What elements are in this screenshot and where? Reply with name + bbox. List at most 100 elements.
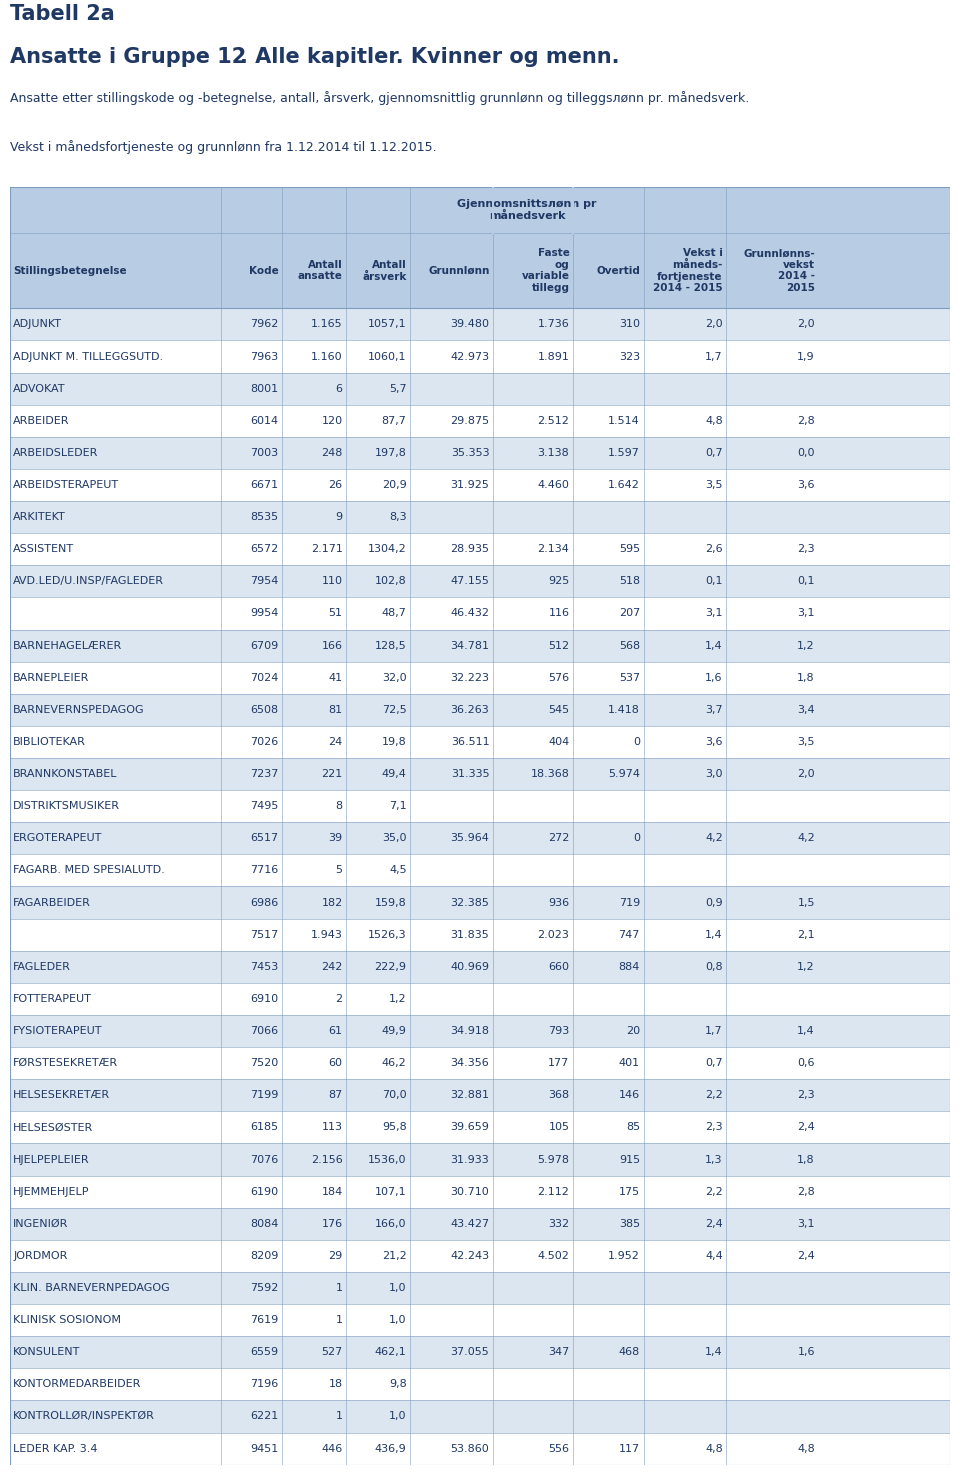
Bar — [10, 823, 950, 854]
Bar — [10, 1016, 950, 1047]
Text: FØRSTESEKRETÆR: FØRSTESEKRETÆR — [13, 1058, 118, 1069]
Bar — [10, 1369, 950, 1400]
Text: 6221: 6221 — [251, 1412, 278, 1422]
Bar — [10, 1239, 950, 1272]
Text: 2.156: 2.156 — [311, 1154, 343, 1164]
Text: 35.353: 35.353 — [451, 447, 490, 458]
Text: 1.165: 1.165 — [311, 319, 343, 330]
Bar — [10, 372, 950, 405]
Text: 556: 556 — [548, 1444, 569, 1453]
Text: 184: 184 — [322, 1186, 343, 1197]
Text: KONTORMEDARBEIDER: KONTORMEDARBEIDER — [13, 1379, 142, 1390]
Bar — [10, 437, 950, 470]
Text: 2,3: 2,3 — [705, 1122, 723, 1132]
Text: 6671: 6671 — [251, 480, 278, 490]
Text: 6709: 6709 — [251, 640, 278, 651]
Text: 85: 85 — [626, 1122, 640, 1132]
Text: 7962: 7962 — [251, 319, 278, 330]
Text: 2,3: 2,3 — [798, 545, 815, 555]
Text: 42.243: 42.243 — [450, 1251, 490, 1262]
Text: 3,1: 3,1 — [798, 1219, 815, 1229]
Text: 175: 175 — [619, 1186, 640, 1197]
Text: ASSISTENT: ASSISTENT — [13, 545, 75, 555]
Text: LEDER KAP. 3.4: LEDER KAP. 3.4 — [13, 1444, 98, 1453]
Text: 2,4: 2,4 — [705, 1219, 723, 1229]
Text: 7026: 7026 — [251, 737, 278, 746]
Text: 60: 60 — [328, 1058, 343, 1069]
Text: 32.385: 32.385 — [450, 898, 490, 908]
Text: ADJUNKT: ADJUNKT — [13, 319, 62, 330]
Text: 95,8: 95,8 — [382, 1122, 407, 1132]
Text: 20,9: 20,9 — [382, 480, 407, 490]
Text: Stillingsbetegnelse: Stillingsbetegnelse — [13, 266, 127, 275]
Text: 6: 6 — [336, 384, 343, 393]
Bar — [10, 726, 950, 758]
Text: 120: 120 — [322, 415, 343, 425]
Text: 8084: 8084 — [251, 1219, 278, 1229]
Text: 272: 272 — [548, 833, 569, 843]
Bar — [10, 1176, 950, 1207]
Text: 29.875: 29.875 — [450, 415, 490, 425]
Text: 31.925: 31.925 — [450, 480, 490, 490]
Bar — [10, 1272, 950, 1304]
Text: ERGOTERAPEUT: ERGOTERAPEUT — [13, 833, 103, 843]
Text: BARNEPLEIER: BARNEPLEIER — [13, 673, 89, 683]
Text: KLIN. BARNEVERNPEDAGOG: KLIN. BARNEVERNPEDAGOG — [13, 1284, 170, 1292]
Text: 6559: 6559 — [251, 1347, 278, 1357]
Text: 49,4: 49,4 — [382, 768, 407, 779]
Text: 6572: 6572 — [251, 545, 278, 555]
Bar — [10, 1047, 950, 1079]
Bar — [10, 1432, 950, 1465]
Text: 117: 117 — [619, 1444, 640, 1453]
Text: FOTTERAPEUT: FOTTERAPEUT — [13, 994, 92, 1004]
Bar — [10, 693, 950, 726]
Text: 46,2: 46,2 — [382, 1058, 407, 1069]
Bar — [10, 533, 950, 565]
Text: ADVOKAT: ADVOKAT — [13, 384, 66, 393]
Text: HELSESØSTER: HELSESØSTER — [13, 1122, 94, 1132]
Text: 113: 113 — [322, 1122, 343, 1132]
Text: 1,0: 1,0 — [389, 1412, 407, 1422]
Bar — [10, 565, 950, 598]
Text: 518: 518 — [619, 577, 640, 586]
Text: 7453: 7453 — [251, 961, 278, 972]
Text: 19,8: 19,8 — [382, 737, 407, 746]
Text: 222,9: 222,9 — [374, 961, 407, 972]
Text: 5: 5 — [336, 866, 343, 876]
Text: 105: 105 — [548, 1122, 569, 1132]
Text: Vekst i månedsfortjeneste og grunnlønn fra 1.12.2014 til 1.12.2015.: Vekst i månedsfortjeneste og grunnlønn f… — [10, 140, 436, 153]
Text: 1.514: 1.514 — [609, 415, 640, 425]
Text: 8535: 8535 — [251, 512, 278, 523]
Text: 36.511: 36.511 — [451, 737, 490, 746]
Text: 39.480: 39.480 — [450, 319, 490, 330]
Text: 1.160: 1.160 — [311, 352, 343, 362]
Text: DISTRIKTSMUSIKER: DISTRIKTSMUSIKER — [13, 801, 120, 811]
Text: 719: 719 — [618, 898, 640, 908]
Text: 660: 660 — [548, 961, 569, 972]
Text: Overtid: Overtid — [596, 266, 640, 275]
Text: 1.736: 1.736 — [538, 319, 569, 330]
Text: 81: 81 — [328, 705, 343, 715]
Text: 462,1: 462,1 — [374, 1347, 407, 1357]
Text: FAGARBEIDER: FAGARBEIDER — [13, 898, 91, 908]
Text: FAGARB. MED SPESIALUTD.: FAGARB. MED SPESIALUTD. — [13, 866, 165, 876]
Text: ADJUNKT M. TILLEGGSUTD.: ADJUNKT M. TILLEGGSUTD. — [13, 352, 163, 362]
Text: 1: 1 — [336, 1284, 343, 1292]
Text: 1,8: 1,8 — [798, 673, 815, 683]
Text: 3,6: 3,6 — [798, 480, 815, 490]
Text: 7592: 7592 — [251, 1284, 278, 1292]
Text: 18: 18 — [328, 1379, 343, 1390]
Text: 9451: 9451 — [251, 1444, 278, 1453]
Text: Grunnlønn: Grunnlønn — [428, 266, 490, 275]
Text: 2,8: 2,8 — [797, 415, 815, 425]
Text: 1: 1 — [336, 1314, 343, 1325]
Text: 1,7: 1,7 — [705, 1026, 723, 1036]
Text: 35.964: 35.964 — [450, 833, 490, 843]
Text: 1,0: 1,0 — [389, 1284, 407, 1292]
Text: 7495: 7495 — [251, 801, 278, 811]
Text: 21,2: 21,2 — [382, 1251, 407, 1262]
Bar — [10, 1144, 950, 1176]
Text: 28.935: 28.935 — [450, 545, 490, 555]
Text: 7517: 7517 — [251, 930, 278, 939]
Text: 1.642: 1.642 — [608, 480, 640, 490]
